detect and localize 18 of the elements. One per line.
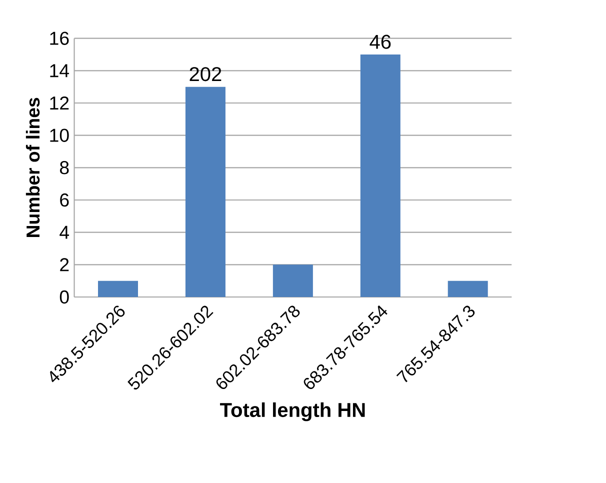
annotation: 46 xyxy=(370,34,391,49)
annotation: 202 xyxy=(190,67,222,82)
y-tick-label: 14 xyxy=(50,64,70,78)
bar xyxy=(360,54,400,298)
y-tick-label: 16 xyxy=(50,32,69,45)
y-tick-label: 8 xyxy=(60,161,69,174)
y-tick-label: 12 xyxy=(50,96,69,110)
y-tick-label: 10 xyxy=(50,128,69,142)
y-tick-label: 2 xyxy=(60,258,69,272)
bar xyxy=(185,86,226,298)
x-axis-title: Total length HN xyxy=(220,402,365,422)
y-tick-label: 0 xyxy=(60,290,69,304)
bar xyxy=(448,280,488,298)
bar xyxy=(272,264,313,298)
y-tick-label: 4 xyxy=(60,226,70,239)
bar xyxy=(98,280,138,298)
y-axis-title: Number of lines xyxy=(26,98,40,237)
y-tick-label: 6 xyxy=(60,193,69,207)
